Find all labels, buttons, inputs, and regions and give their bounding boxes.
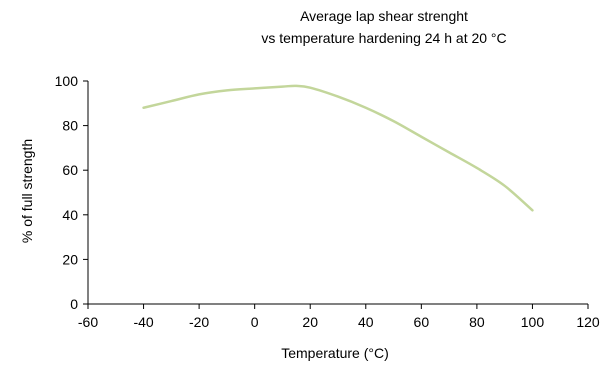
x-tick-label: 20: [302, 314, 318, 330]
x-tick-label: 60: [414, 314, 430, 330]
x-tick-label: 80: [469, 314, 485, 330]
y-tick-label: 60: [62, 162, 78, 178]
x-tick-label: 120: [576, 314, 600, 330]
x-tick-label: -40: [133, 314, 153, 330]
y-tick-label: 80: [62, 118, 78, 134]
x-tick-label: 100: [521, 314, 545, 330]
y-tick-label: 40: [62, 207, 78, 223]
x-tick-label: 0: [251, 314, 259, 330]
x-axis-label: Temperature (°C): [281, 345, 389, 361]
x-tick-label: -20: [189, 314, 209, 330]
chart-title: Average lap shear strenght: [300, 8, 468, 24]
y-tick-label: 100: [55, 73, 79, 89]
y-tick-label: 20: [62, 251, 78, 267]
y-tick-label: 0: [70, 296, 78, 312]
chart-subtitle: vs temperature hardening 24 h at 20 °C: [261, 30, 506, 46]
y-axis-label: % of full strength: [19, 139, 35, 243]
series-layer: [142, 84, 534, 212]
y-ticks: 0 20 40 60 80 100: [55, 73, 88, 312]
x-ticks: -60 -40 -20 0 20 40 60 80 100 120: [78, 304, 600, 330]
x-tick-label: 40: [358, 314, 374, 330]
series-line: [142, 84, 534, 212]
x-tick-label: -60: [78, 314, 98, 330]
